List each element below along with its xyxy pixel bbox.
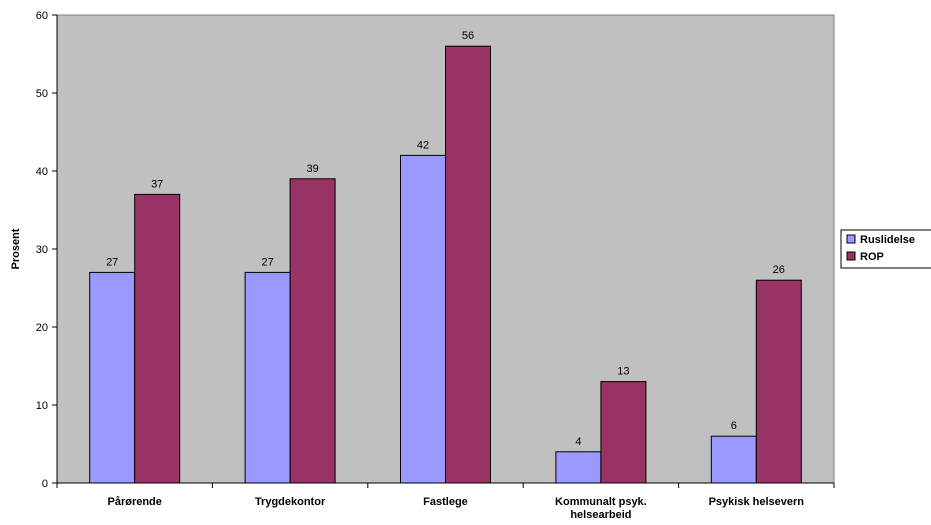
x-category-label: Trygdekontor (255, 496, 326, 508)
y-axis-title: Prosent (10, 228, 22, 269)
legend: Ruslidelse ROP (840, 229, 931, 269)
y-axis: 0 10 20 30 40 50 60 (36, 10, 58, 490)
data-label: 4 (575, 436, 581, 448)
y-tick-label: 50 (36, 88, 48, 100)
bar-ruslidelse-1 (244, 271, 291, 484)
data-label: 39 (306, 163, 318, 175)
legend-swatch-ruslidelse (846, 234, 856, 244)
x-category-label: helsearbeid (570, 509, 631, 521)
bar-ruslidelse-4 (710, 435, 757, 484)
bar-rop-1 (289, 178, 336, 484)
y-tick-label: 40 (36, 166, 48, 178)
data-label: 37 (151, 178, 163, 190)
bars (89, 45, 802, 484)
y-tick-label: 20 (36, 322, 48, 334)
x-category-label: Psykisk helsevern (709, 496, 805, 508)
y-tick-label: 10 (36, 400, 48, 412)
x-axis: Pårørende Trygdekontor Fastlege Kommunalt p… (56, 482, 835, 521)
y-tick-label: 30 (36, 244, 48, 256)
y-tick-label: 0 (42, 478, 48, 490)
legend-box (840, 229, 931, 269)
data-label: 27 (261, 256, 273, 268)
bar-ruslidelse-0 (89, 271, 136, 484)
bar-ruslidelse-3 (555, 451, 602, 484)
data-labels: 27 27 42 4 6 37 39 56 13 26 (106, 30, 785, 448)
legend-label-ruslidelse: Ruslidelse (860, 234, 915, 246)
x-category-label: Fastlege (423, 496, 468, 508)
data-label: 56 (462, 30, 474, 42)
data-label: 6 (731, 420, 737, 432)
x-category-label: Pårørende (107, 496, 161, 508)
bar-rop-3 (600, 381, 647, 484)
legend-swatch-rop (846, 251, 856, 261)
x-category-label: Kommunalt psyk. (555, 496, 647, 508)
bar-ruslidelse-2 (400, 154, 446, 484)
bar-rop-4 (755, 279, 802, 484)
y-tick-label: 60 (36, 10, 48, 22)
bar-rop-2 (445, 45, 491, 484)
data-label: 13 (617, 366, 629, 378)
legend-label-rop: ROP (860, 251, 884, 263)
data-label: 26 (773, 264, 785, 276)
data-label: 42 (417, 139, 429, 151)
bar-rop-0 (134, 193, 181, 484)
data-label: 27 (106, 256, 118, 268)
